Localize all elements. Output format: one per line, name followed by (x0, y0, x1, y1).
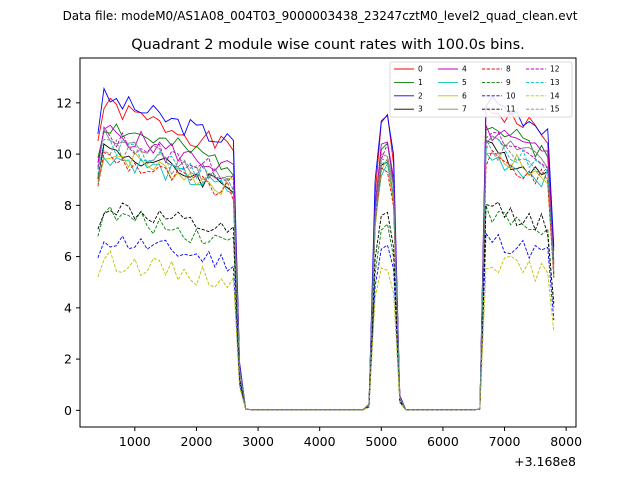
y-tick-label: 12 (56, 95, 72, 110)
y-tick-label: 4 (64, 300, 72, 315)
legend-label-15: 15 (550, 105, 560, 114)
x-tick-label: 7000 (489, 434, 521, 449)
x-offset-label: +3.168e8 (514, 454, 576, 469)
plot-frame (79, 57, 577, 428)
figure-suptitle: Data file: modeM0/AS1A08_004T03_90000034… (63, 9, 578, 23)
legend-label-11: 11 (506, 105, 516, 114)
legend-label-14: 14 (550, 91, 560, 100)
x-tick-label: 1000 (119, 434, 151, 449)
y-tick-label: 2 (64, 352, 72, 367)
legend-label-4: 4 (462, 65, 467, 74)
x-tick-label: 2000 (181, 434, 213, 449)
legend-label-0: 0 (418, 65, 423, 74)
legend-label-3: 3 (418, 105, 423, 114)
legend-label-12: 12 (550, 65, 560, 74)
x-tick-label: 6000 (427, 434, 459, 449)
x-tick-label: 5000 (365, 434, 397, 449)
y-tick-label: 0 (64, 403, 72, 418)
x-tick-label: 4000 (304, 434, 336, 449)
series-line-14 (97, 249, 555, 411)
legend-label-2: 2 (418, 91, 423, 100)
legend-label-7: 7 (462, 105, 467, 114)
x-tick-label: 3000 (242, 434, 274, 449)
legend-label-1: 1 (418, 78, 423, 87)
x-tick-label: 8000 (550, 434, 582, 449)
plot-lines (97, 86, 555, 411)
y-tick-label: 6 (64, 249, 72, 264)
legend-label-6: 6 (462, 91, 467, 100)
legend-label-10: 10 (506, 91, 516, 100)
x-axis: 1000 2000 3000 4000 5000 6000 7000 8000 (119, 427, 582, 449)
y-axis: 0 2 4 6 8 10 12 (56, 95, 80, 418)
y-tick-label: 10 (56, 147, 72, 162)
series-line-10 (97, 231, 555, 411)
legend-label-13: 13 (550, 78, 560, 87)
legend-frame (389, 61, 573, 118)
y-tick-label: 8 (64, 198, 72, 213)
plot-title: Quadrant 2 module wise count rates with … (131, 37, 525, 53)
legend-label-8: 8 (506, 65, 511, 74)
series-line-15 (97, 138, 555, 411)
legend-label-9: 9 (506, 78, 511, 87)
legend-label-5: 5 (462, 78, 467, 87)
